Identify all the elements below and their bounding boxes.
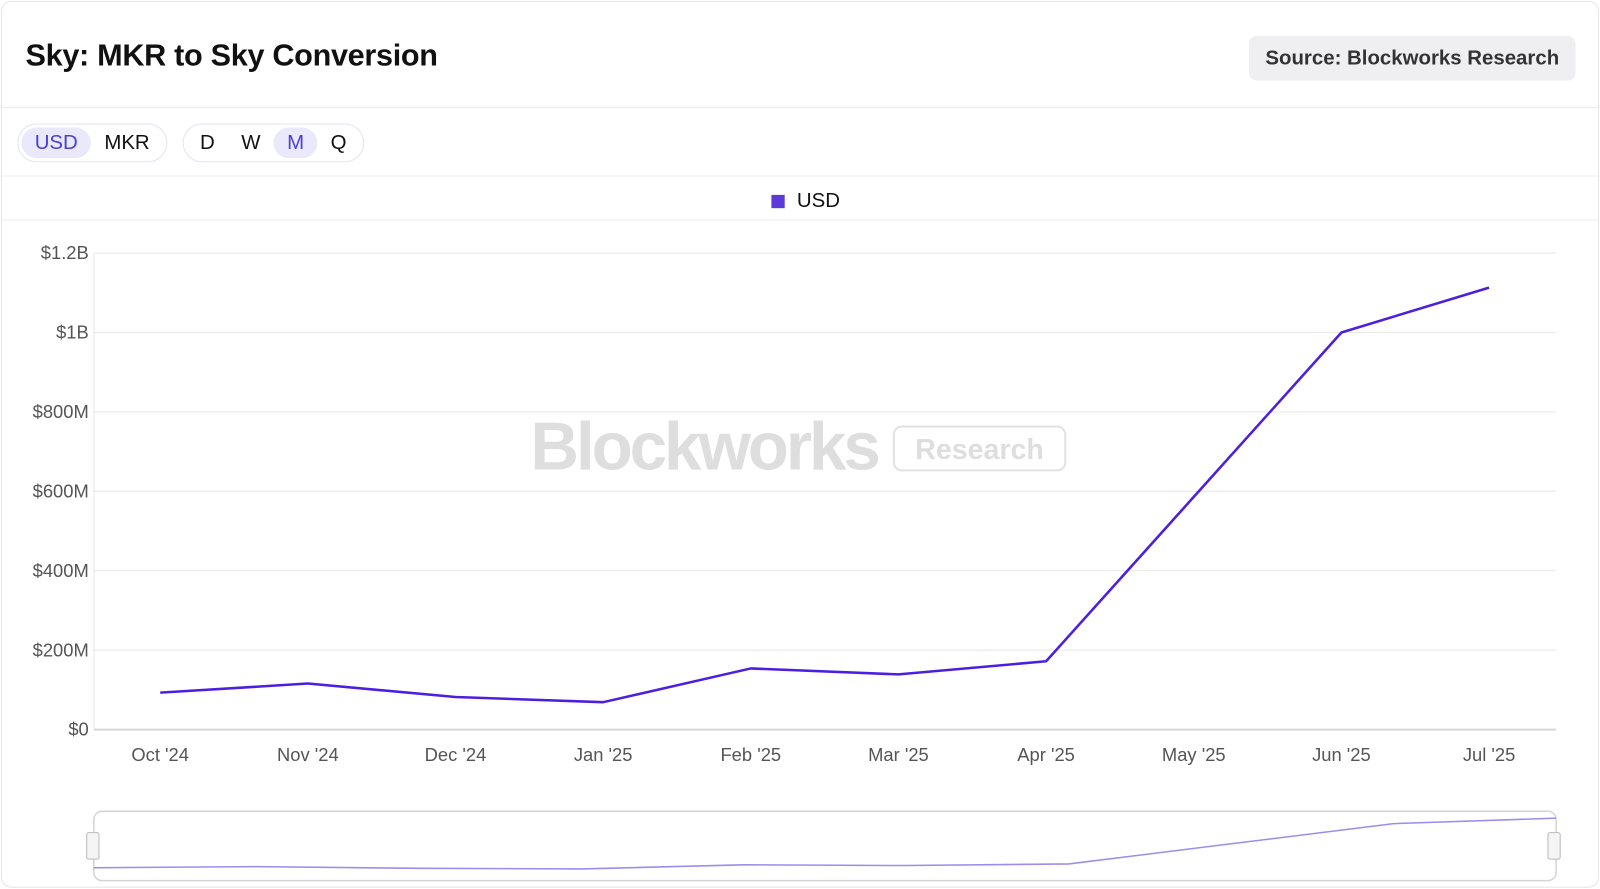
toggle-month[interactable]: M [273, 127, 318, 159]
navigator-series-line [93, 817, 1557, 870]
y-tick-label: $400M [33, 560, 89, 581]
x-tick-label: Nov '24 [277, 744, 339, 765]
data-point[interactable] [748, 665, 754, 671]
series-line-usd [160, 286, 1490, 704]
legend-label: USD [796, 189, 841, 213]
x-tick-label: Jan '25 [574, 744, 633, 765]
watermark-research: Research [915, 434, 1044, 466]
divider [2, 219, 1598, 221]
period-toggle: D W M Q [182, 123, 364, 163]
watermark-badge [892, 425, 1067, 472]
x-tick-label: Feb '25 [720, 744, 781, 765]
toggle-quarter[interactable]: Q [330, 131, 347, 155]
data-point[interactable] [1338, 329, 1344, 335]
x-tick-label: Jul '25 [1463, 744, 1516, 765]
x-tick-label: Apr '25 [1017, 744, 1075, 765]
divider [2, 107, 1598, 109]
toggle-day[interactable]: D [199, 131, 215, 155]
x-tick-label: Dec '24 [425, 744, 487, 765]
toggle-mkr[interactable]: MKR [104, 131, 150, 155]
toggle-usd[interactable]: USD [21, 127, 92, 159]
data-point[interactable] [1191, 494, 1197, 500]
navigator-handle-right[interactable] [1547, 832, 1561, 860]
data-point[interactable] [157, 690, 163, 696]
data-point[interactable] [1043, 658, 1049, 664]
y-tick-label: $1.2B [41, 242, 89, 263]
unit-toggle: USD MKR [17, 123, 168, 163]
watermark-logo: Blockworks [530, 409, 878, 484]
page-title: Sky: MKR to Sky Conversion [25, 38, 439, 73]
data-point[interactable] [895, 671, 901, 677]
data-point[interactable] [600, 699, 606, 705]
data-point[interactable] [305, 680, 311, 686]
navigator-handle-left[interactable] [86, 832, 100, 860]
legend-swatch [771, 194, 785, 209]
x-tick-label: Jun '25 [1312, 744, 1371, 765]
x-tick-label: May '25 [1162, 744, 1226, 765]
legend-item-usd[interactable]: USD [771, 190, 840, 213]
y-tick-label: $200M [33, 639, 89, 660]
source-badge: Source: Blockworks Research [1249, 35, 1576, 81]
y-tick-label: $1B [56, 322, 89, 343]
y-tick-label: $600M [33, 480, 89, 501]
data-point[interactable] [452, 694, 458, 700]
data-point[interactable] [1486, 285, 1492, 291]
x-tick-label: Oct '24 [131, 744, 189, 765]
y-tick-label: $800M [33, 401, 89, 422]
y-tick-label: $0 [68, 719, 88, 740]
toggle-week[interactable]: W [241, 131, 261, 155]
navigator[interactable] [93, 810, 1557, 882]
divider [2, 175, 1598, 177]
x-tick-label: Mar '25 [868, 744, 929, 765]
